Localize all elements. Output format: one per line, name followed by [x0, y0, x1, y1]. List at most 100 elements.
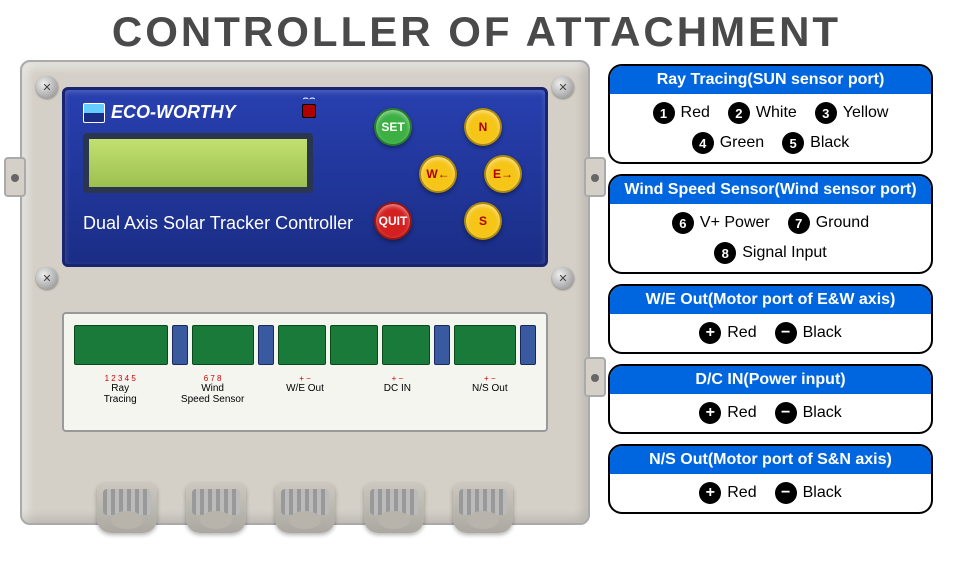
n-button[interactable]: N: [464, 108, 502, 146]
callout-box: D/C IN(Power input) Red Black: [608, 364, 933, 434]
terminal-compartment: 1 2 3 4 5Ray Tracing6 7 8Wind Speed Sens…: [62, 312, 548, 432]
callout-body: Red Black: [610, 394, 931, 432]
pin-badge: [699, 402, 721, 424]
terminal-block: [192, 325, 254, 365]
pin-badge: 8: [714, 242, 736, 264]
callout-title: W/E Out(Motor port of E&W axis): [610, 286, 931, 314]
pin-item: Black: [775, 482, 842, 504]
pin-item: 2 White: [728, 102, 797, 124]
terminal-block: [382, 325, 430, 365]
gland-icon: [453, 483, 513, 533]
pin-item: 7 Ground: [788, 212, 869, 234]
pin-badge: [775, 402, 797, 424]
pin-badge: 2: [728, 102, 750, 124]
screw-icon: [36, 267, 58, 289]
callout-box: N/S Out(Motor port of S&N axis) Red Black: [608, 444, 933, 514]
screw-icon: [552, 267, 574, 289]
brand-text: ECO-WORTHY: [111, 102, 236, 123]
mount-tab: [584, 357, 606, 397]
callout-box: Wind Speed Sensor(Wind sensor port) 6 V+ P…: [608, 174, 933, 274]
terminal-block: [278, 325, 326, 365]
pin-badge: [775, 322, 797, 344]
w-button[interactable]: W←: [419, 155, 457, 193]
callout-box: Ray Tracing(SUN sensor port) 1 Red 2 White 3Y…: [608, 64, 933, 164]
pin-label: Green: [720, 134, 764, 152]
pin-label: Black: [810, 134, 849, 152]
pin-item: 1 Red: [653, 102, 710, 124]
e-button[interactable]: E→: [484, 155, 522, 193]
callout-box: W/E Out(Motor port of E&W axis) Red Black: [608, 284, 933, 354]
screw-icon: [36, 76, 58, 98]
gland-icon: [364, 483, 424, 533]
pin-label: Red: [681, 104, 710, 122]
terminal-block: [258, 325, 274, 365]
terminal-block: [434, 325, 450, 365]
antenna-icon: ⌢⌢: [300, 96, 318, 118]
set-button[interactable]: SET: [374, 108, 412, 146]
port-label: + −DC IN: [351, 371, 443, 405]
terminal-block: [172, 325, 188, 365]
pin-item: Black: [775, 402, 842, 424]
pin-badge: 4: [692, 132, 714, 154]
pin-label: White: [756, 104, 797, 122]
port-label: + −N/S Out: [444, 371, 536, 405]
pin-label: Yellow: [843, 104, 889, 122]
brand-icon: [83, 103, 105, 123]
callout-title: Ray Tracing(SUN sensor port): [610, 66, 931, 94]
pin-badge: 5: [782, 132, 804, 154]
terminal-block: [330, 325, 378, 365]
cable-glands: [82, 483, 528, 533]
screw-icon: [552, 76, 574, 98]
pin-item: 6 V+ Power: [672, 212, 770, 234]
callout-title: D/C IN(Power input): [610, 366, 931, 394]
button-pad: SET NW← E→ QUIT S: [356, 100, 531, 255]
pin-item: 3 Yellow: [815, 102, 889, 124]
pin-badge: 7: [788, 212, 810, 234]
terminal-block: [74, 325, 168, 365]
s-button[interactable]: S: [464, 202, 502, 240]
mount-tab: [584, 157, 606, 197]
pin-label: Red: [727, 324, 756, 342]
gland-icon: [275, 483, 335, 533]
callout-title: Wind Speed Sensor(Wind sensor port): [610, 176, 931, 204]
pin-item: 8 Signal Input: [714, 242, 827, 264]
pin-badge: 3: [815, 102, 837, 124]
pin-item: 4 Green: [692, 132, 764, 154]
pin-badge: [699, 322, 721, 344]
controller-box: ECO-WORTHY ⌢⌢ Dual Axis Solar Tracker Co…: [20, 60, 590, 525]
terminal-block: [520, 325, 536, 365]
lcd-screen: [83, 133, 313, 193]
front-panel: ECO-WORTHY ⌢⌢ Dual Axis Solar Tracker Co…: [62, 87, 548, 267]
pin-label: Black: [803, 324, 842, 342]
pin-label: Black: [803, 484, 842, 502]
pin-item: Red: [699, 322, 756, 344]
terminal-block: [454, 325, 516, 365]
pin-label: Red: [727, 484, 756, 502]
callout-title: N/S Out(Motor port of S&N axis): [610, 446, 931, 474]
pin-item: Red: [699, 482, 756, 504]
pin-item: Black: [775, 322, 842, 344]
pin-label: V+ Power: [700, 214, 770, 232]
pin-item: Red: [699, 402, 756, 424]
gland-icon: [186, 483, 246, 533]
callout-body: 6 V+ Power 7 Ground 8 Signal Input: [610, 204, 931, 272]
page-title: CONTROLLER OF ATTACHMENT: [0, 0, 953, 60]
mount-tab: [4, 157, 26, 197]
quit-button[interactable]: QUIT: [374, 202, 412, 240]
port-label: 6 7 8Wind Speed Sensor: [166, 371, 258, 405]
callout-body: 1 Red 2 White 3 Yellow 4 Green 5 Black: [610, 94, 931, 162]
pin-label: Black: [803, 404, 842, 422]
pin-badge: [699, 482, 721, 504]
port-label: + −W/E Out: [259, 371, 351, 405]
gland-icon: [97, 483, 157, 533]
callout-body: Red Black: [610, 474, 931, 512]
port-label: 1 2 3 4 5Ray Tracing: [74, 371, 166, 405]
pin-badge: 6: [672, 212, 694, 234]
pin-label: Signal Input: [742, 244, 827, 262]
callout-body: Red Black: [610, 314, 931, 352]
pin-badge: [775, 482, 797, 504]
pin-badge: 1: [653, 102, 675, 124]
pin-label: Red: [727, 404, 756, 422]
pin-label: Ground: [816, 214, 869, 232]
pin-item: 5 Black: [782, 132, 849, 154]
